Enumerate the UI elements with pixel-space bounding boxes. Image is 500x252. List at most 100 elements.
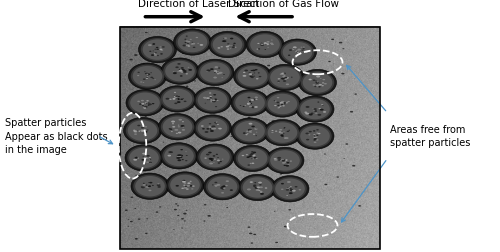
Ellipse shape bbox=[177, 215, 180, 216]
Ellipse shape bbox=[159, 206, 162, 208]
Ellipse shape bbox=[184, 183, 186, 184]
Ellipse shape bbox=[128, 147, 160, 170]
Ellipse shape bbox=[260, 187, 263, 188]
Ellipse shape bbox=[211, 34, 244, 57]
Text: Direction of Laser Scan: Direction of Laser Scan bbox=[138, 0, 258, 9]
Ellipse shape bbox=[186, 74, 188, 75]
Ellipse shape bbox=[211, 160, 213, 161]
Ellipse shape bbox=[182, 99, 184, 100]
Ellipse shape bbox=[235, 121, 265, 142]
Ellipse shape bbox=[312, 85, 316, 86]
Ellipse shape bbox=[148, 99, 150, 100]
Ellipse shape bbox=[198, 146, 232, 169]
Ellipse shape bbox=[217, 74, 219, 75]
Ellipse shape bbox=[324, 154, 326, 155]
Ellipse shape bbox=[277, 157, 281, 159]
Ellipse shape bbox=[284, 162, 286, 163]
Ellipse shape bbox=[253, 156, 254, 157]
Ellipse shape bbox=[142, 134, 144, 135]
Ellipse shape bbox=[290, 161, 292, 162]
Ellipse shape bbox=[148, 140, 150, 141]
Ellipse shape bbox=[158, 43, 160, 44]
Ellipse shape bbox=[204, 98, 207, 99]
Ellipse shape bbox=[279, 185, 281, 186]
Ellipse shape bbox=[198, 124, 200, 125]
Ellipse shape bbox=[278, 160, 281, 161]
Ellipse shape bbox=[244, 70, 248, 72]
Ellipse shape bbox=[247, 134, 248, 135]
Ellipse shape bbox=[290, 190, 294, 191]
Ellipse shape bbox=[170, 99, 172, 101]
Ellipse shape bbox=[146, 162, 149, 163]
Ellipse shape bbox=[258, 49, 260, 50]
Ellipse shape bbox=[322, 86, 324, 87]
Ellipse shape bbox=[204, 174, 242, 200]
Ellipse shape bbox=[191, 164, 194, 165]
Ellipse shape bbox=[220, 47, 223, 48]
Ellipse shape bbox=[134, 238, 138, 240]
Ellipse shape bbox=[272, 131, 274, 132]
Ellipse shape bbox=[125, 210, 128, 211]
Ellipse shape bbox=[296, 123, 334, 150]
Ellipse shape bbox=[204, 103, 206, 104]
Ellipse shape bbox=[258, 182, 262, 184]
Ellipse shape bbox=[201, 126, 203, 127]
Ellipse shape bbox=[213, 95, 216, 96]
Ellipse shape bbox=[222, 41, 226, 43]
Ellipse shape bbox=[276, 98, 280, 99]
Ellipse shape bbox=[204, 72, 207, 74]
Ellipse shape bbox=[162, 145, 196, 168]
Ellipse shape bbox=[278, 40, 316, 66]
Ellipse shape bbox=[275, 179, 305, 199]
Ellipse shape bbox=[144, 107, 148, 108]
Ellipse shape bbox=[134, 55, 138, 57]
Ellipse shape bbox=[280, 104, 283, 106]
Ellipse shape bbox=[137, 101, 140, 103]
Ellipse shape bbox=[183, 90, 186, 91]
Ellipse shape bbox=[172, 99, 175, 100]
Ellipse shape bbox=[152, 44, 155, 46]
Ellipse shape bbox=[142, 159, 145, 161]
Ellipse shape bbox=[210, 97, 212, 98]
Ellipse shape bbox=[260, 191, 262, 192]
Ellipse shape bbox=[249, 132, 252, 133]
Ellipse shape bbox=[149, 162, 152, 164]
Ellipse shape bbox=[274, 159, 278, 161]
Ellipse shape bbox=[344, 159, 345, 160]
Ellipse shape bbox=[178, 119, 182, 121]
Ellipse shape bbox=[288, 188, 292, 190]
Ellipse shape bbox=[284, 76, 286, 77]
Ellipse shape bbox=[304, 112, 307, 113]
Ellipse shape bbox=[216, 154, 218, 155]
Ellipse shape bbox=[250, 114, 253, 116]
Ellipse shape bbox=[252, 70, 256, 72]
Ellipse shape bbox=[186, 185, 190, 187]
Ellipse shape bbox=[142, 106, 144, 107]
Ellipse shape bbox=[141, 104, 143, 105]
Ellipse shape bbox=[146, 74, 148, 76]
Ellipse shape bbox=[178, 70, 180, 71]
Ellipse shape bbox=[186, 210, 188, 211]
Ellipse shape bbox=[148, 186, 151, 187]
Ellipse shape bbox=[218, 48, 220, 49]
Ellipse shape bbox=[182, 181, 185, 183]
Ellipse shape bbox=[256, 189, 260, 191]
Ellipse shape bbox=[316, 130, 319, 131]
Ellipse shape bbox=[222, 185, 226, 187]
Ellipse shape bbox=[152, 51, 154, 52]
Ellipse shape bbox=[321, 105, 323, 106]
Ellipse shape bbox=[254, 187, 258, 189]
Ellipse shape bbox=[314, 142, 316, 143]
Ellipse shape bbox=[214, 67, 218, 69]
Ellipse shape bbox=[200, 45, 203, 47]
Ellipse shape bbox=[194, 88, 232, 114]
Ellipse shape bbox=[293, 124, 296, 125]
Ellipse shape bbox=[310, 113, 314, 115]
Ellipse shape bbox=[143, 107, 146, 109]
Ellipse shape bbox=[218, 163, 220, 164]
Ellipse shape bbox=[234, 64, 272, 90]
Ellipse shape bbox=[254, 107, 258, 108]
Ellipse shape bbox=[252, 155, 256, 156]
Ellipse shape bbox=[236, 65, 269, 88]
Ellipse shape bbox=[278, 132, 282, 133]
